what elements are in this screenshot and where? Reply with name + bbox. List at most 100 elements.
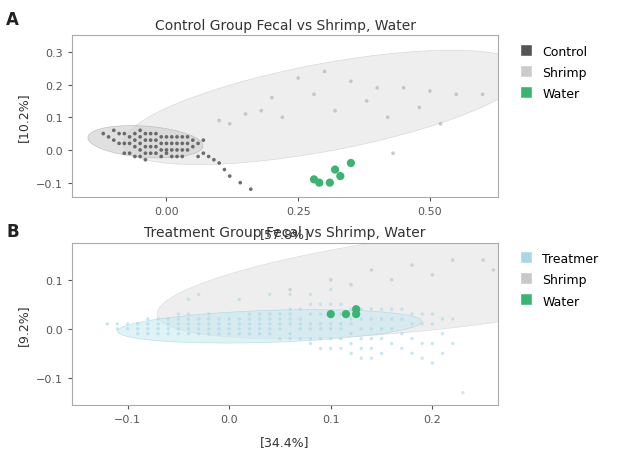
Point (285, 286, 295, 293)
Point (173, 311, 183, 318)
Point (120, 131, 130, 138)
Point (204, 325, 214, 333)
Point (376, 335, 386, 343)
Point (295, 306, 305, 313)
Point (151, 150, 161, 157)
Point (214, 316, 224, 323)
Point (225, 173, 235, 180)
Point (161, 134, 171, 141)
Point (163, 325, 173, 333)
Point (109, 137, 119, 144)
Point (366, 306, 376, 313)
Point (173, 330, 183, 338)
Point (224, 325, 234, 333)
Point (125, 141, 135, 148)
Point (188, 144, 198, 151)
Point (219, 167, 229, 174)
Point (366, 325, 376, 333)
X-axis label: [57.8%]: [57.8%] (260, 228, 310, 241)
Point (478, 257, 488, 264)
Point (184, 325, 194, 333)
Point (140, 150, 150, 157)
Point (120, 141, 130, 148)
Point (336, 320, 346, 328)
Point (143, 325, 153, 333)
Point (397, 330, 407, 338)
Text: A: A (6, 11, 19, 29)
Point (130, 131, 140, 138)
Point (244, 325, 254, 333)
Point (356, 306, 366, 313)
Point (178, 134, 188, 141)
Point (143, 316, 153, 323)
Point (172, 147, 182, 154)
Point (184, 320, 194, 328)
Point (198, 137, 208, 144)
Point (341, 311, 351, 318)
Point (178, 147, 188, 154)
Point (330, 167, 340, 174)
Point (172, 153, 182, 161)
Point (123, 320, 133, 328)
Point (156, 153, 166, 161)
Point (209, 157, 219, 164)
Point (376, 316, 386, 323)
Point (193, 141, 203, 148)
Point (285, 311, 295, 318)
Point (387, 316, 397, 323)
Point (407, 311, 417, 318)
Point (172, 134, 182, 141)
Point (135, 127, 145, 135)
X-axis label: [34.4%]: [34.4%] (260, 435, 310, 448)
Point (285, 330, 295, 338)
Point (235, 180, 245, 187)
Point (488, 267, 498, 274)
Point (366, 355, 376, 362)
Point (407, 335, 417, 343)
Point (275, 335, 285, 343)
Point (133, 320, 143, 328)
Point (184, 330, 194, 338)
Point (407, 262, 417, 269)
Point (275, 316, 285, 323)
Point (146, 137, 156, 144)
Point (183, 141, 193, 148)
Point (326, 335, 336, 343)
Point (143, 330, 153, 338)
Point (320, 69, 330, 76)
Point (98, 131, 108, 138)
Point (285, 316, 295, 323)
Point (448, 340, 458, 348)
Point (366, 316, 376, 323)
Point (417, 340, 427, 348)
Point (414, 105, 424, 112)
Point (146, 150, 156, 157)
Legend: Control, Shrimp, Water: Control, Shrimp, Water (518, 43, 590, 103)
Point (140, 131, 150, 138)
Point (112, 320, 122, 328)
Point (425, 88, 435, 96)
Point (295, 320, 305, 328)
Point (366, 267, 376, 274)
Point (346, 316, 356, 323)
Point (275, 311, 285, 318)
Point (351, 311, 361, 318)
Point (244, 330, 254, 338)
Point (326, 320, 336, 328)
Point (135, 141, 145, 148)
Point (305, 301, 315, 308)
Ellipse shape (157, 221, 623, 339)
Point (163, 330, 173, 338)
Ellipse shape (118, 310, 422, 344)
Point (387, 340, 397, 348)
Point (172, 141, 182, 148)
Legend: Treatmer, Shrimp, Water: Treatmer, Shrimp, Water (518, 250, 601, 310)
Point (458, 389, 468, 396)
Point (267, 95, 277, 102)
Point (356, 345, 366, 352)
Point (397, 316, 407, 323)
Point (103, 134, 113, 141)
Point (346, 350, 356, 357)
Point (146, 144, 156, 151)
Point (123, 325, 133, 333)
